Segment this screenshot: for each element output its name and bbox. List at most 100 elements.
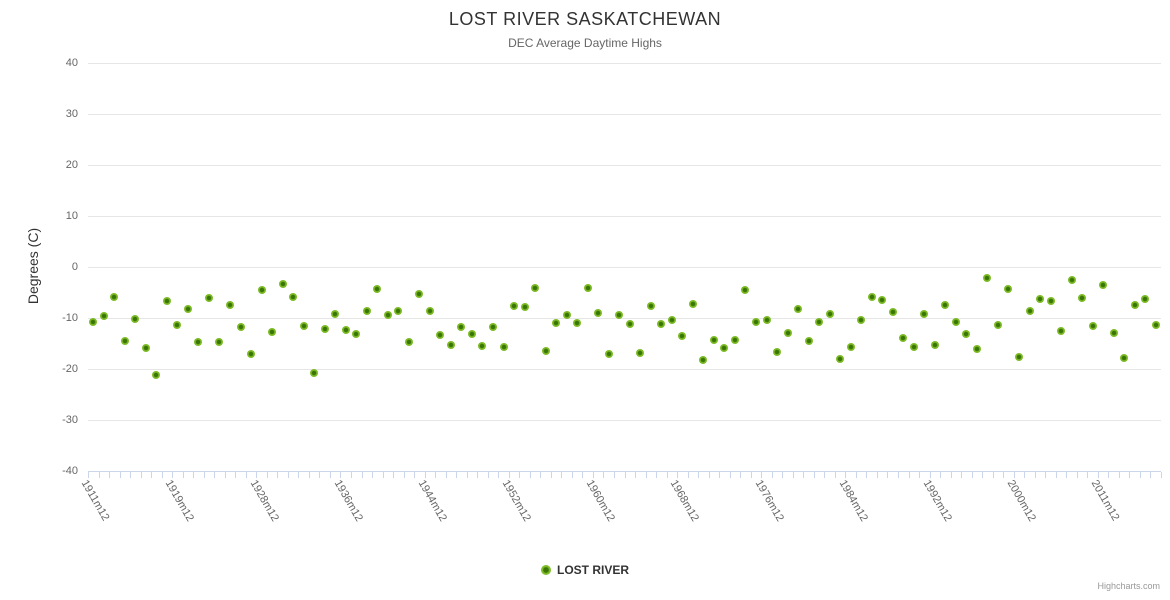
data-point[interactable] [425,307,434,316]
data-point[interactable] [857,316,866,325]
data-point[interactable] [457,322,466,331]
data-point[interactable] [226,301,234,310]
data-point[interactable] [1067,276,1076,285]
data-point[interactable] [362,306,371,315]
data-point[interactable] [510,301,519,310]
data-point[interactable] [120,337,129,346]
data-point[interactable] [1004,284,1013,293]
data-point[interactable] [730,335,739,344]
data-point[interactable] [930,341,939,350]
data-point[interactable] [846,342,855,351]
data-point[interactable] [794,304,803,313]
data-point[interactable] [152,371,161,380]
data-point[interactable] [194,337,203,346]
data-point[interactable] [562,311,571,320]
legend-item-lost-river[interactable]: LOST RIVER [0,563,1170,577]
data-point[interactable] [499,342,508,351]
data-point[interactable] [1120,353,1129,362]
data-point[interactable] [773,348,782,357]
data-point[interactable] [573,319,582,328]
data-point[interactable] [583,283,592,292]
data-point[interactable] [489,323,497,332]
data-point[interactable] [162,297,171,306]
data-point[interactable] [1025,307,1034,316]
data-point[interactable] [783,328,792,337]
data-point[interactable] [394,306,403,315]
data-point[interactable] [594,308,603,317]
data-point[interactable] [541,347,550,356]
data-point[interactable] [141,343,150,352]
data-point[interactable] [1088,322,1097,331]
data-point[interactable] [625,320,634,329]
data-point[interactable] [268,327,277,336]
data-point[interactable] [320,324,329,333]
data-point[interactable] [173,321,182,330]
data-point[interactable] [983,274,992,283]
data-point[interactable] [257,285,266,294]
data-point[interactable] [247,349,256,358]
data-point[interactable] [1109,329,1118,338]
data-point[interactable] [762,315,771,324]
data-point[interactable] [352,330,361,339]
data-point[interactable] [825,309,834,318]
data-point[interactable] [636,348,645,357]
data-point[interactable] [688,300,697,309]
data-point[interactable] [741,285,750,294]
data-point[interactable] [1078,293,1087,302]
data-point[interactable] [1099,280,1108,289]
data-point[interactable] [1130,301,1139,310]
data-point[interactable] [89,318,98,327]
data-point[interactable] [604,350,613,359]
data-point[interactable] [709,335,718,344]
data-point[interactable] [657,320,666,329]
data-point[interactable] [951,318,960,327]
data-point[interactable] [331,309,340,318]
data-point[interactable] [888,307,897,316]
data-point[interactable] [993,320,1002,329]
data-point[interactable] [646,301,655,310]
data-point[interactable] [972,345,981,354]
data-point[interactable] [962,329,971,338]
data-point[interactable] [278,279,287,288]
data-point[interactable] [1141,295,1150,304]
data-point[interactable] [236,323,245,332]
data-point[interactable] [815,318,824,327]
data-point[interactable] [836,354,845,363]
data-point[interactable] [404,338,413,347]
data-point[interactable] [520,303,529,312]
data-point[interactable] [552,319,561,328]
data-point[interactable] [467,330,476,339]
data-point[interactable] [667,316,676,325]
data-point[interactable] [99,311,108,320]
data-point[interactable] [446,340,455,349]
data-point[interactable] [941,301,950,310]
data-point[interactable] [531,283,540,292]
data-point[interactable] [183,304,192,313]
data-point[interactable] [415,290,424,299]
data-point[interactable] [1046,296,1055,305]
data-point[interactable] [920,309,929,318]
data-point[interactable] [341,326,350,335]
data-point[interactable] [867,293,876,302]
data-point[interactable] [1014,353,1023,362]
data-point[interactable] [615,310,624,319]
data-point[interactable] [110,293,119,302]
data-point[interactable] [899,333,908,342]
data-point[interactable] [1151,321,1160,330]
data-point[interactable] [678,332,687,341]
data-point[interactable] [383,310,392,319]
data-point[interactable] [204,293,213,302]
data-point[interactable] [289,292,298,301]
data-point[interactable] [310,368,319,377]
data-point[interactable] [751,318,760,327]
data-point[interactable] [878,296,887,305]
data-point[interactable] [804,336,813,345]
data-point[interactable] [436,331,445,340]
data-point[interactable] [373,285,382,294]
data-point[interactable] [909,343,918,352]
data-point[interactable] [299,322,308,331]
data-point[interactable] [699,355,708,364]
data-point[interactable] [131,315,140,324]
data-point[interactable] [1036,294,1045,303]
data-point[interactable] [478,341,487,350]
